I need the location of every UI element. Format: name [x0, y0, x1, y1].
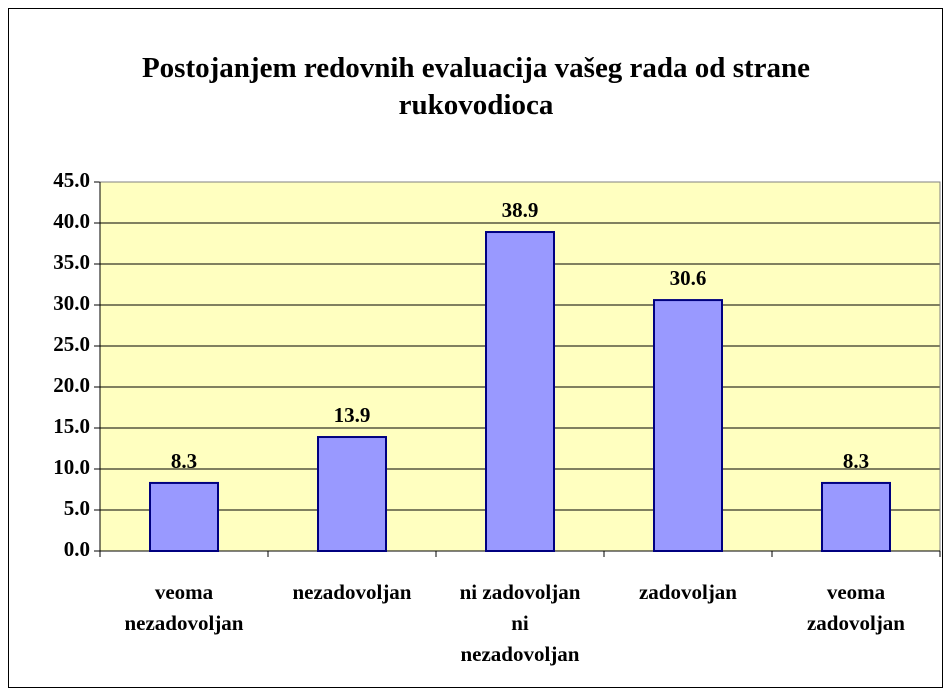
data-label: 38.9 [502, 198, 539, 222]
x-tick-label: veoma nezadovoljan [124, 580, 244, 635]
y-tick-label: 20.0 [53, 373, 90, 397]
bar [485, 231, 555, 553]
y-tick-label: 30.0 [53, 291, 90, 315]
x-tick-label: veoma zadovoljan [806, 580, 905, 635]
y-tick-label: 15.0 [53, 414, 90, 438]
y-tick-label: 25.0 [53, 332, 90, 356]
bar [149, 481, 219, 552]
x-tick-label: nezadovoljan [292, 580, 412, 604]
bar [653, 299, 723, 552]
bar [821, 481, 891, 552]
x-tick-label: zadovoljan [638, 580, 737, 604]
x-tick-label: ni zadovoljan ni nezadovoljan [459, 580, 581, 666]
data-label: 13.9 [334, 403, 371, 427]
y-tick-label: 40.0 [53, 209, 90, 233]
chart-title: Postojanjem redovnih evaluacija vašeg ra… [141, 52, 811, 121]
y-tick-label: 35.0 [53, 250, 90, 274]
y-tick-label: 0.0 [64, 537, 90, 561]
data-label: 30.6 [670, 266, 707, 290]
y-tick-label: 45.0 [53, 168, 90, 192]
y-tick-label: 5.0 [64, 496, 90, 520]
y-tick-label: 10.0 [53, 455, 90, 479]
data-label: 8.3 [171, 449, 197, 473]
data-label: 8.3 [843, 449, 869, 473]
bar [317, 436, 387, 552]
